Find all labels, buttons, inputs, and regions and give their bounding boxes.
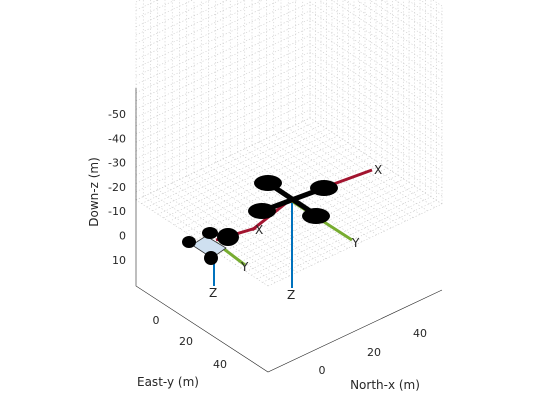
- grid-line: [135, 51, 311, 135]
- grid-line: [309, 35, 443, 122]
- grid-line: [190, 153, 366, 237]
- grid-line: [135, 0, 176, 19]
- y-axis-label: East-y (m): [137, 375, 199, 389]
- y-tick-label: 20: [179, 335, 193, 348]
- grid-line: [230, 155, 363, 242]
- grid-line: [244, 148, 377, 236]
- grid-line: [406, 0, 443, 23]
- grid-line: [309, 109, 443, 197]
- grid-line: [135, 35, 311, 118]
- z-tick-label: -30: [108, 157, 126, 170]
- grid-line: [309, 76, 443, 164]
- grid-line: [157, 132, 333, 215]
- grid-line: [135, 0, 194, 28]
- grid-line: [172, 182, 305, 270]
- grid-line: [135, 109, 311, 193]
- large-quadrotor: X Y Z: [248, 163, 382, 302]
- grid-line: [135, 76, 311, 160]
- grid-line: [212, 167, 388, 251]
- y-tick-label: 0: [153, 314, 160, 327]
- vehicles: X Y Z X Y Z: [182, 163, 382, 302]
- x-axis-label: North-x (m): [350, 378, 420, 392]
- grid-line: [215, 162, 348, 249]
- grid-line: [157, 189, 290, 277]
- grid-line: [318, 0, 443, 81]
- small-quad-x-label: X: [255, 223, 263, 237]
- rotor: [202, 227, 218, 239]
- z-tick-label: -10: [108, 205, 126, 218]
- small-quad-body: [191, 235, 227, 259]
- grid-line: [356, 0, 443, 56]
- grid-line: [381, 0, 443, 40]
- grid-lines: [135, 0, 443, 287]
- grid-line: [135, 0, 211, 36]
- grid-line: [309, 10, 443, 98]
- grid-line: [135, 0, 229, 44]
- grid-line: [309, 117, 443, 205]
- grid-line: [295, 124, 428, 212]
- grid-line: [343, 0, 443, 65]
- rotor: [204, 251, 218, 265]
- grid-line: [185, 149, 360, 233]
- grid-line: [201, 168, 334, 256]
- grid-line: [368, 0, 443, 48]
- grid-line: [309, 18, 443, 106]
- grid-line: [196, 157, 371, 240]
- large-quad-x-label: X: [374, 163, 382, 177]
- grid-line: [135, 68, 311, 151]
- x-tick-label: 20: [367, 346, 381, 359]
- grid-line: [273, 134, 406, 222]
- grid-line: [135, 0, 246, 52]
- axes-box: [135, 88, 443, 373]
- grid-line: [135, 0, 299, 77]
- grid-line: [135, 10, 311, 94]
- rotor: [302, 208, 330, 224]
- grid-line: [135, 92, 311, 176]
- z-tick-label: -50: [108, 108, 126, 121]
- axes-box-edge: [135, 88, 443, 373]
- grid-line: [135, 0, 264, 61]
- grid-line: [135, 18, 311, 102]
- z-axis-label: Down-z (m): [87, 157, 101, 227]
- grid-line: [163, 135, 338, 219]
- rotor: [248, 203, 276, 219]
- rotor: [254, 175, 282, 191]
- grid-line: [302, 121, 435, 208]
- rotor: [182, 236, 196, 248]
- large-quad-y-label: Y: [351, 236, 360, 250]
- grid-line: [135, 117, 311, 201]
- grid-line: [152, 128, 327, 212]
- z-tick-label: -40: [108, 132, 126, 145]
- z-tick-label: 0: [119, 230, 126, 243]
- grid-line: [288, 127, 421, 215]
- x-tick-label: 0: [319, 364, 326, 377]
- grid-line: [394, 0, 443, 32]
- grid-line: [259, 141, 392, 229]
- x-tick-label: 40: [413, 327, 427, 340]
- rotor: [217, 228, 239, 246]
- z-tick-label: 10: [112, 254, 126, 267]
- large-quad-z-label: Z: [287, 288, 295, 302]
- rotor: [310, 180, 338, 196]
- grid-line: [309, 51, 443, 139]
- grid-line: [309, 92, 443, 180]
- grid-line: [186, 175, 319, 263]
- grid-line: [143, 196, 276, 283]
- tick-labels: -50 -40 -30 -20 -10 0 10 0 20 40 0 20 40: [108, 108, 427, 377]
- z-tick-label: -20: [108, 181, 126, 194]
- y-tick-label: 40: [213, 358, 227, 371]
- small-quad-z-label: Z: [209, 286, 217, 300]
- grid-line: [135, 0, 281, 69]
- grid-line: [146, 124, 322, 208]
- grid-line: [309, 68, 443, 155]
- small-quadrotor: X Y Z: [182, 223, 263, 300]
- small-quad-y-label: Y: [240, 260, 249, 274]
- grid-line: [141, 121, 316, 204]
